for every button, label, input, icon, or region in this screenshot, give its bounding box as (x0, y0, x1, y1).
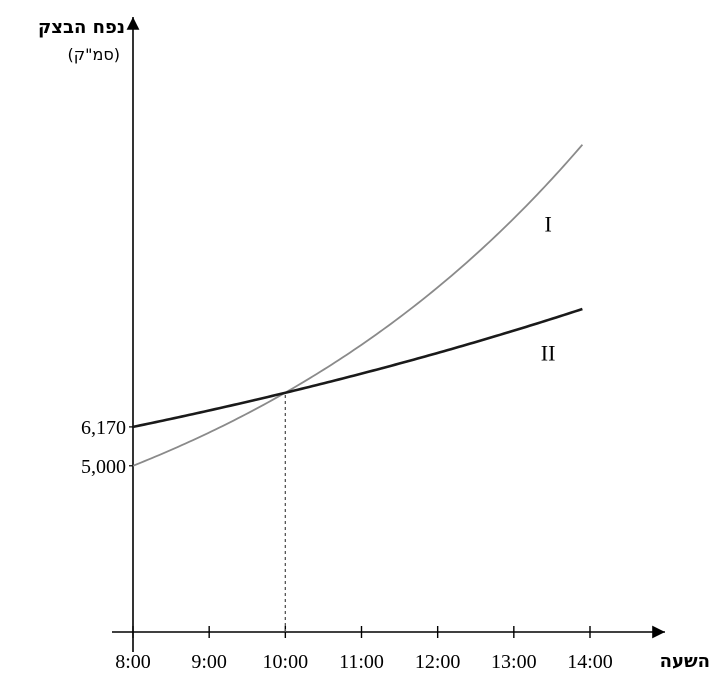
y-axis-title: נפח הבצק (38, 17, 125, 38)
y-tick-label: 6,170 (81, 417, 126, 439)
series-label-ii: II (541, 340, 556, 365)
x-tick-label: 14:00 (567, 651, 613, 673)
x-tick-label: 10:00 (263, 651, 309, 673)
x-tick-label: 9:00 (191, 651, 227, 673)
x-axis-title: השעה (660, 651, 710, 672)
x-tick-group: 8:00 9:00 10:00 11:00 12:00 13:00 14:00 (115, 626, 613, 673)
series-line-ii (132, 307, 583, 429)
x-tick-label: 12:00 (415, 651, 461, 673)
x-tick-label: 8:00 (115, 651, 151, 673)
series-label-i: I (544, 211, 551, 236)
y-axis-unit: (סמ"ק) (68, 45, 120, 64)
x-tick-label: 11:00 (339, 651, 384, 673)
series-group: III (132, 144, 584, 467)
series-line-i (132, 144, 584, 467)
y-tick-group: 6,170 5,000 (81, 417, 133, 478)
y-tick-label: 5,000 (81, 456, 126, 478)
x-tick-label: 13:00 (491, 651, 537, 673)
